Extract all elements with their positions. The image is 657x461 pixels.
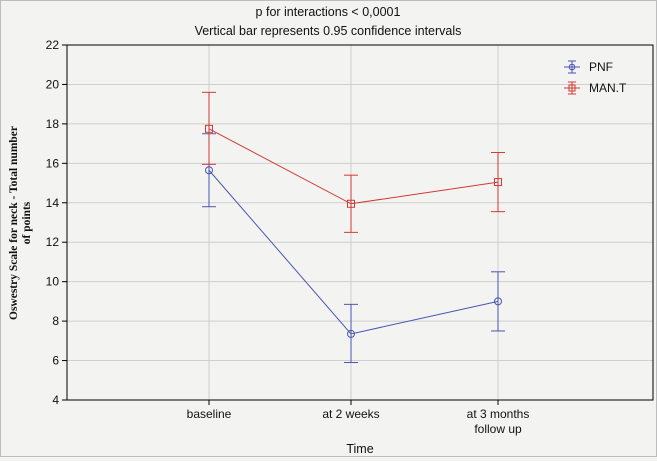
x-axis-label: Time xyxy=(346,442,373,456)
y-axis-label-line-2: of points xyxy=(21,201,33,244)
data-point xyxy=(494,178,502,187)
data-point xyxy=(494,297,502,306)
series-layer xyxy=(202,91,505,364)
x-tick-label: at 2 weeks xyxy=(322,407,379,421)
y-tick-label: 16 xyxy=(46,156,60,170)
series-pnf xyxy=(202,133,505,364)
chart-subtitle: Vertical bar represents 0.95 confidence … xyxy=(195,24,462,38)
data-point xyxy=(347,199,355,208)
x-tick-label: follow up xyxy=(474,422,522,436)
y-tick-label: 22 xyxy=(46,38,60,52)
legend-label: MAN.T xyxy=(589,81,627,95)
y-tick-label: 20 xyxy=(46,77,60,91)
series-line xyxy=(208,128,499,205)
y-tick-label: 8 xyxy=(52,314,59,328)
data-point xyxy=(205,124,213,133)
x-tick-label: at 3 months xyxy=(467,407,530,421)
plot-area xyxy=(66,44,654,401)
y-tick-label: 12 xyxy=(46,235,60,249)
grid xyxy=(67,45,653,400)
legend: PNF MAN.T xyxy=(564,60,627,95)
data-point xyxy=(205,166,213,175)
series-man-t xyxy=(202,91,505,233)
y-tick-label: 14 xyxy=(46,196,60,210)
y-tick-label: 4 xyxy=(52,393,59,407)
y-axis: 4 6 8 10 12 14 16 18 20 22 xyxy=(46,38,67,407)
chart-title: p for interactions < 0,0001 xyxy=(256,5,401,19)
legend-label: PNF xyxy=(589,60,613,74)
legend-marker xyxy=(568,84,576,92)
x-tick-label: baseline xyxy=(187,407,232,421)
series-line xyxy=(208,169,499,335)
y-tick-label: 18 xyxy=(46,117,60,131)
y-tick-label: 10 xyxy=(46,275,60,289)
y-tick-label: 6 xyxy=(52,354,59,368)
y-axis-label-line-1: Oswestry Scale for neck - Total number xyxy=(8,126,20,320)
legend-marker xyxy=(568,63,576,71)
data-point xyxy=(347,329,355,338)
